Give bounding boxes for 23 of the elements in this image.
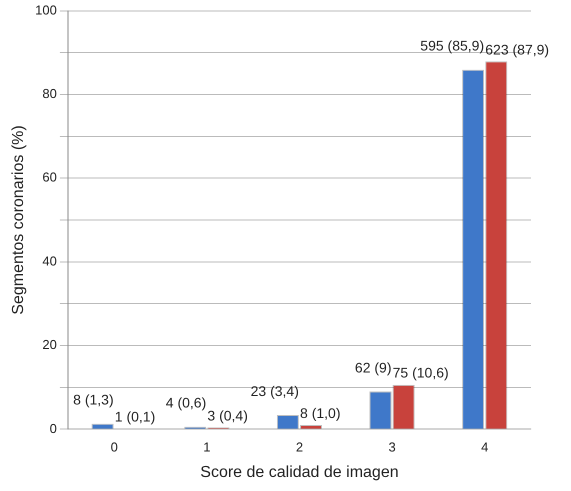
y-tick-label: 40 bbox=[42, 253, 57, 268]
data-label: 62 (9) bbox=[354, 359, 392, 376]
y-tick-label: 60 bbox=[42, 170, 57, 185]
data-label: 623 (87,9) bbox=[485, 41, 550, 58]
x-tick-label: 1 bbox=[203, 440, 210, 455]
y-tick-label: 0 bbox=[50, 420, 57, 436]
data-label: 8 (1,3) bbox=[73, 392, 114, 408]
data-label: 75 (10,6) bbox=[392, 364, 449, 381]
y-axis-title: Segmentos coronarios (%) bbox=[10, 125, 28, 315]
y-tick-label: 20 bbox=[42, 337, 57, 352]
data-label: 8 (1,0) bbox=[300, 404, 340, 421]
x-tick-label: 2 bbox=[296, 440, 304, 455]
x-tick-label: 4 bbox=[481, 440, 488, 455]
y-tick-label: 100 bbox=[35, 2, 57, 18]
y-tick-label: 80 bbox=[42, 86, 57, 102]
x-tick-label: 3 bbox=[388, 440, 396, 455]
x-axis-title: Score de calidad de imagen bbox=[200, 464, 399, 481]
data-label: 4 (0,6) bbox=[166, 394, 206, 411]
data-label: 595 (85,9) bbox=[420, 38, 484, 54]
data-label: 1 (0,1) bbox=[114, 408, 156, 425]
data-label: 3 (0,4) bbox=[207, 407, 248, 424]
x-tick-label: 0 bbox=[110, 440, 118, 455]
data-label: 23 (3,4) bbox=[250, 382, 299, 399]
